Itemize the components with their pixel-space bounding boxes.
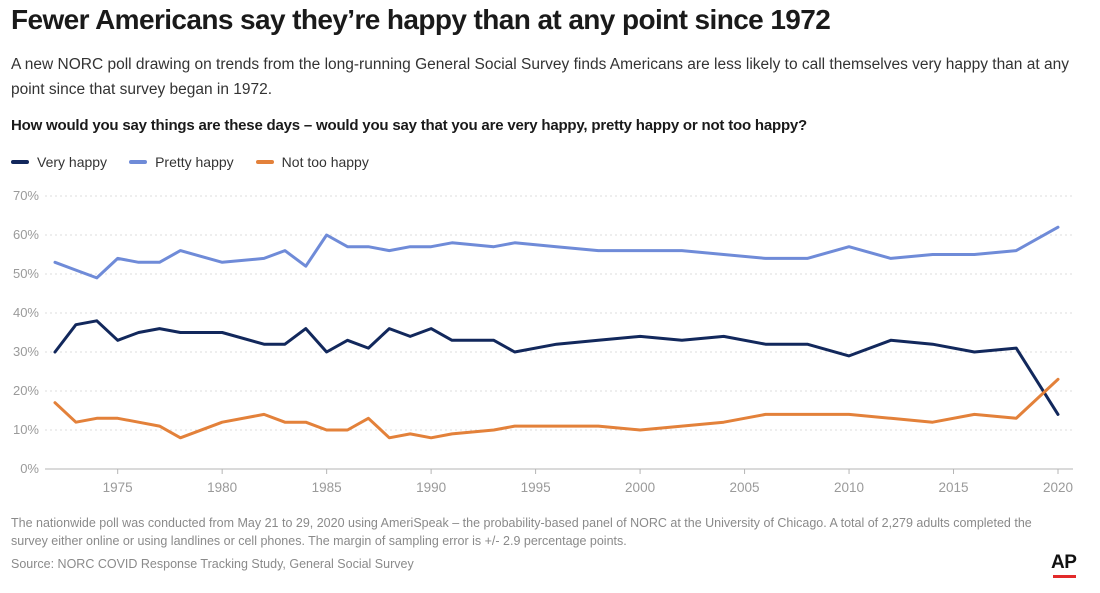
- legend-label-very-happy: Very happy: [37, 154, 108, 170]
- y-tick-label-20: 20%: [13, 383, 39, 398]
- survey-question: How would you say things are these days …: [11, 117, 808, 134]
- x-tick-label-2000: 2000: [625, 480, 655, 495]
- y-tick-label-40: 40%: [13, 305, 39, 320]
- x-tick-label-1985: 1985: [312, 480, 342, 495]
- ap-logo-accent: [1053, 575, 1076, 578]
- chart-subtitle: A new NORC poll drawing on trends from t…: [11, 56, 1069, 98]
- source-note: Source: NORC COVID Response Tracking Stu…: [11, 557, 414, 571]
- x-tick-label-1990: 1990: [416, 480, 446, 495]
- legend-item-very-happy: Very happy: [11, 154, 107, 170]
- chart-title: Fewer Americans say they’re happy than a…: [11, 4, 831, 35]
- legend-swatch-pretty-happy: [129, 160, 148, 164]
- x-tick-label-1975: 1975: [103, 480, 133, 495]
- legend-swatch-not-too-happy: [255, 160, 274, 164]
- series-line-very-happy: [53, 319, 1060, 416]
- legend-swatch-very-happy: [11, 160, 29, 164]
- y-tick-label-60: 60%: [13, 227, 39, 242]
- series-line-pretty-happy: [53, 225, 1060, 280]
- x-tick-label-2020: 2020: [1043, 480, 1073, 495]
- y-tick-label-50: 50%: [13, 266, 39, 281]
- legend-label-pretty-happy: Pretty happy: [155, 154, 234, 170]
- methodology-note: The nationwide poll was conducted from M…: [11, 516, 1032, 548]
- x-tick-label-2005: 2005: [730, 480, 760, 495]
- legend: Very happy Pretty happy Not too happy: [11, 154, 391, 170]
- legend-label-not-too-happy: Not too happy: [281, 154, 369, 170]
- x-tick-label-1995: 1995: [521, 480, 551, 495]
- legend-item-not-too-happy: Not too happy: [255, 154, 369, 170]
- x-tick-label-1980: 1980: [207, 480, 237, 495]
- y-tick-label-10: 10%: [13, 422, 39, 437]
- series-line-not-too-happy: [53, 377, 1060, 440]
- y-tick-label-30: 30%: [13, 344, 39, 359]
- y-tick-label-0: 0%: [20, 461, 39, 476]
- x-tick-label-2010: 2010: [834, 480, 864, 495]
- y-tick-label-70: 70%: [13, 188, 39, 203]
- legend-item-pretty-happy: Pretty happy: [129, 154, 234, 170]
- x-tick-label-2015: 2015: [938, 480, 968, 495]
- ap-logo: AP: [1051, 552, 1077, 573]
